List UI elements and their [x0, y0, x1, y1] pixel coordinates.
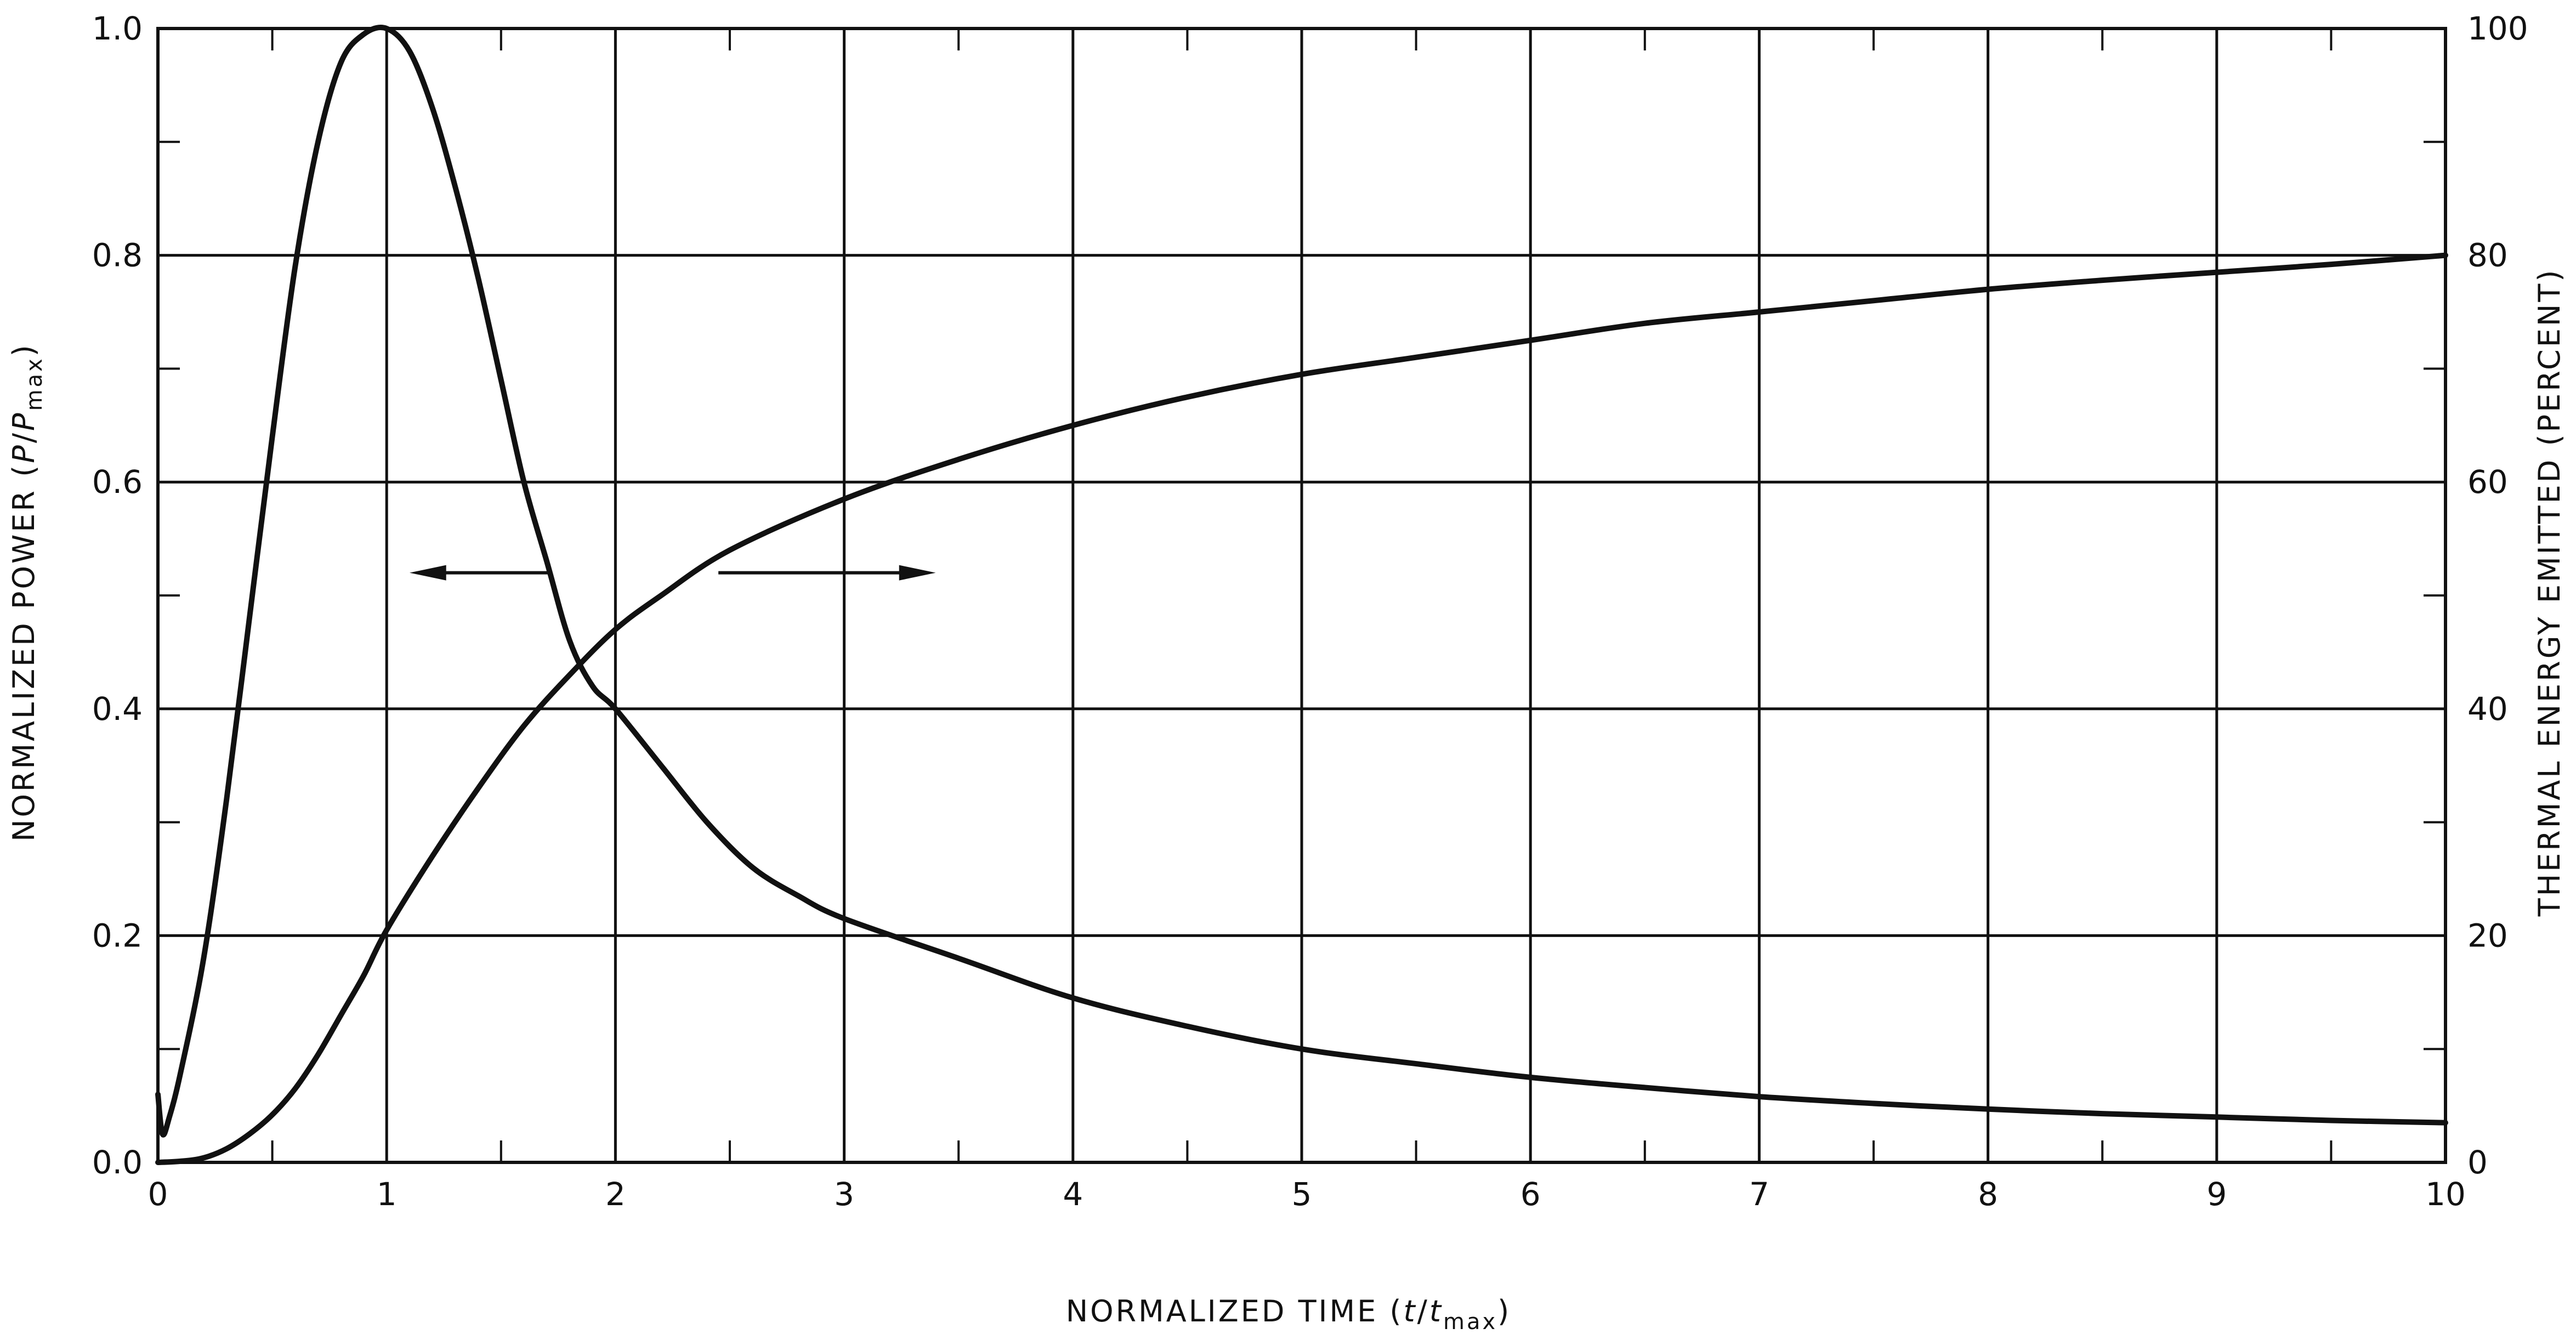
y-right-tick-label: 60	[2467, 463, 2508, 501]
y-right-tick-label: 40	[2467, 690, 2508, 728]
x-tick-label: 10	[2425, 1176, 2466, 1213]
energy-curve	[155, 252, 2448, 1165]
x-tick-label: 6	[1520, 1176, 1541, 1213]
tick-labels: 0 1 2 3 4 5 6 7 8 9 10 0.0 0.2 0.4 0.6 0.8 1.0 0 20 40 60 80 1…	[92, 10, 2528, 1213]
grid	[156, 27, 2447, 1164]
right-arrow-head	[899, 565, 936, 581]
left-arrow-head	[409, 565, 446, 581]
y-left-tick-label: 1.0	[92, 10, 143, 47]
y-right-tick-label: 100	[2467, 10, 2528, 47]
x-tick-label: 4	[1063, 1176, 1083, 1213]
x-tick-label: 7	[1749, 1176, 1769, 1213]
x-tick-label: 1	[377, 1176, 397, 1213]
y-right-axis-label: THERMAL ENERGY EMITTED (PERCENT)	[2532, 268, 2567, 917]
x-tick-label: 0	[148, 1176, 168, 1213]
y-right-tick-label: 80	[2467, 237, 2508, 274]
x-axis-label: NORMALIZED TIME (t/tmax)	[1066, 1294, 1512, 1334]
y-left-axis-label: NORMALIZED POWER (P/Pmax)	[7, 343, 47, 842]
y-left-tick-label: 0.4	[92, 690, 143, 728]
y-right-tick-label: 0	[2467, 1144, 2488, 1181]
power-curve	[155, 24, 2448, 1138]
y-left-tick-label: 0.6	[92, 463, 143, 501]
x-tick-label: 2	[605, 1176, 626, 1213]
x-tick-label: 5	[1292, 1176, 1312, 1213]
curves	[155, 24, 2448, 1165]
y-left-tick-label: 0.0	[92, 1144, 143, 1181]
x-tick-label: 3	[834, 1176, 854, 1213]
series-axis-arrows	[409, 565, 936, 581]
y-left-tick-label: 0.2	[92, 917, 143, 954]
plot-frame	[156, 27, 2447, 1164]
y-left-tick-label: 0.8	[92, 237, 143, 274]
y-right-tick-label: 20	[2467, 917, 2508, 954]
x-tick-label: 9	[2206, 1176, 2227, 1213]
x-tick-label: 8	[1978, 1176, 1998, 1213]
